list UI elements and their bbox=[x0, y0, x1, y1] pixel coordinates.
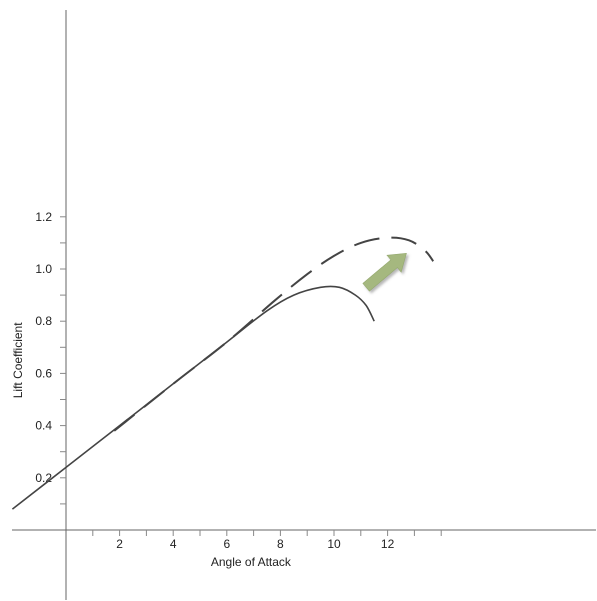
x-tick-label: 12 bbox=[381, 537, 395, 551]
ticks: 2 4 6 8 10 12 0.2 0.4 0.6 0.8 1.0 1.2 bbox=[35, 210, 442, 551]
y-axis-title: Lift Coefficient bbox=[11, 322, 25, 398]
x-tick-label: 4 bbox=[170, 537, 177, 551]
y-tick-label: 1.2 bbox=[35, 210, 52, 224]
x-tick-label: 6 bbox=[223, 537, 230, 551]
axes bbox=[12, 10, 596, 600]
x-tick-label: 2 bbox=[116, 537, 123, 551]
y-tick-label: 0.4 bbox=[35, 419, 52, 433]
x-axis-title: Angle of Attack bbox=[211, 555, 292, 569]
annotations bbox=[362, 252, 407, 292]
dashed-lift-curve bbox=[113, 236, 435, 432]
x-tick-label: 8 bbox=[277, 537, 284, 551]
y-tick-label: 0.8 bbox=[35, 314, 52, 328]
annotation-arrow bbox=[362, 252, 407, 292]
y-tick-label: 0.2 bbox=[35, 471, 52, 485]
y-tick-label: 1.0 bbox=[35, 262, 52, 276]
series bbox=[11, 236, 435, 510]
solid-lift-curve bbox=[11, 285, 375, 510]
x-tick-label: 10 bbox=[327, 537, 341, 551]
y-tick-label: 0.6 bbox=[35, 366, 52, 380]
